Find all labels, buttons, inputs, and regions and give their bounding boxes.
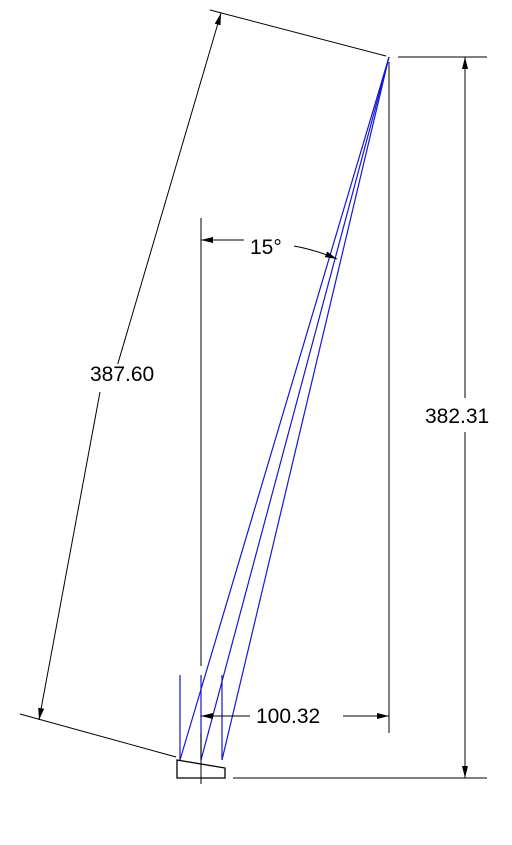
angle-dimension-label: 15°	[250, 236, 282, 259]
boom-geometry	[179, 56, 390, 761]
dimension-lines	[38, 12, 468, 778]
extension-lines	[19, 9, 487, 784]
boom-line-left	[179, 56, 390, 761]
base-extension-lower	[19, 713, 177, 758]
width-dimension-label: 100.32	[256, 705, 321, 728]
boom-line-center	[200, 56, 390, 761]
angle-dimension-right	[293, 245, 338, 260]
height-dimension-label: 382.31	[425, 405, 490, 428]
length-dimension-label: 387.60	[90, 363, 155, 386]
apex-extension-upper	[209, 9, 387, 57]
length-dimension-upper	[115, 12, 222, 371]
base-block	[176, 759, 226, 779]
length-dimension-lower	[38, 391, 101, 721]
boom-line-right	[221, 56, 390, 761]
